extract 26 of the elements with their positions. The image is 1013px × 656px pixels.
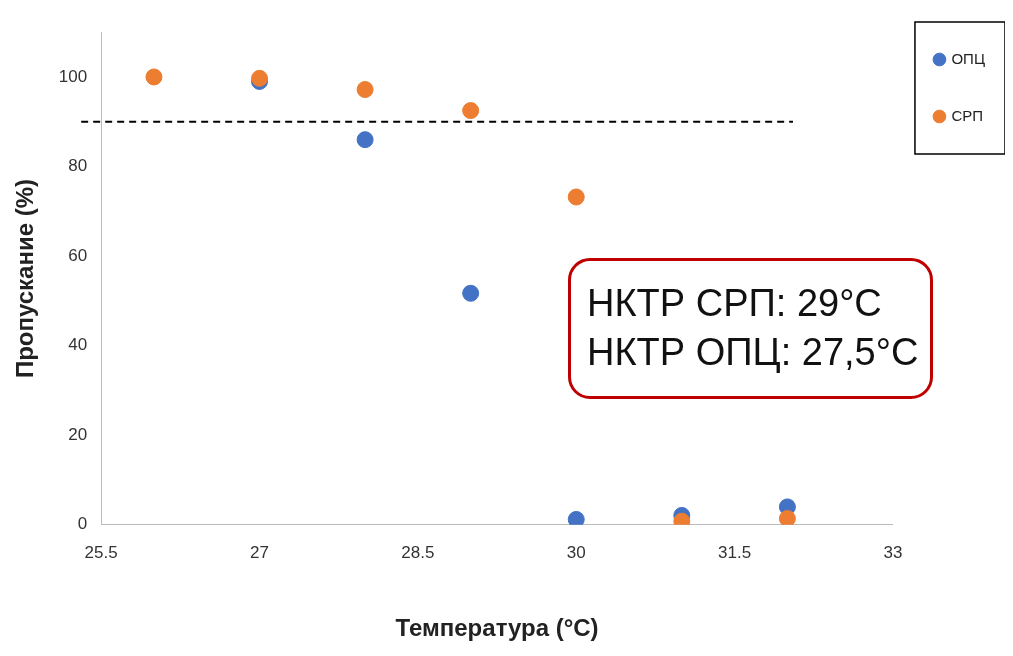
point	[567, 510, 585, 525]
y-tick-label: 20	[68, 424, 88, 444]
y-axis-title: Пропускание (%)	[11, 178, 39, 379]
x-axis-title: Температура (°C)	[395, 614, 599, 642]
y-tick-label: 100	[58, 66, 88, 86]
y-tick-label: 60	[68, 245, 88, 265]
x-tick-label: 31.5	[718, 542, 752, 562]
legend-label: ОПЦ	[951, 49, 985, 67]
x-tick-label: 28.5	[401, 542, 435, 562]
point	[145, 68, 163, 86]
annotation: НКТР СРП: 29°C	[587, 281, 883, 326]
x-tick-label: 27	[250, 542, 269, 562]
x-tick-label: 30	[566, 542, 586, 562]
point	[356, 131, 374, 149]
y-tick-label: 0	[77, 514, 88, 534]
point	[462, 284, 480, 302]
point	[356, 81, 374, 99]
y-tick-label: 80	[68, 156, 88, 176]
point	[567, 188, 585, 206]
x-tick-label: 25.5	[84, 542, 118, 562]
point	[778, 510, 796, 525]
x-tick-label: 33	[883, 542, 903, 562]
y-tick-label: 40	[68, 335, 88, 355]
legend-label: СРП	[951, 106, 984, 124]
point	[462, 102, 480, 120]
annotation: НКТР ОПЦ: 27,5°C	[587, 330, 919, 376]
